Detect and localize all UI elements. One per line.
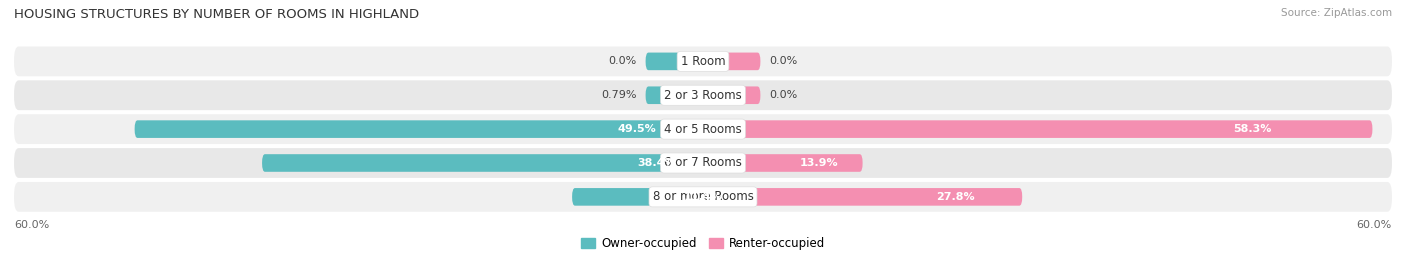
FancyBboxPatch shape — [14, 182, 1392, 212]
Text: 11.4%: 11.4% — [683, 192, 723, 202]
Text: 8 or more Rooms: 8 or more Rooms — [652, 190, 754, 203]
FancyBboxPatch shape — [703, 120, 1372, 138]
Text: 38.4%: 38.4% — [637, 158, 675, 168]
Text: 1 Room: 1 Room — [681, 55, 725, 68]
FancyBboxPatch shape — [645, 86, 703, 104]
Text: HOUSING STRUCTURES BY NUMBER OF ROOMS IN HIGHLAND: HOUSING STRUCTURES BY NUMBER OF ROOMS IN… — [14, 8, 419, 21]
Text: 2 or 3 Rooms: 2 or 3 Rooms — [664, 89, 742, 102]
FancyBboxPatch shape — [14, 47, 1392, 76]
FancyBboxPatch shape — [14, 80, 1392, 110]
FancyBboxPatch shape — [135, 120, 703, 138]
FancyBboxPatch shape — [572, 188, 703, 206]
FancyBboxPatch shape — [703, 188, 1022, 206]
Text: 0.0%: 0.0% — [769, 56, 797, 66]
Text: 6 or 7 Rooms: 6 or 7 Rooms — [664, 157, 742, 169]
Text: 0.0%: 0.0% — [609, 56, 637, 66]
Text: 13.9%: 13.9% — [800, 158, 838, 168]
FancyBboxPatch shape — [262, 154, 703, 172]
Text: 60.0%: 60.0% — [14, 220, 49, 230]
Text: 60.0%: 60.0% — [1357, 220, 1392, 230]
Text: 49.5%: 49.5% — [617, 124, 657, 134]
FancyBboxPatch shape — [703, 86, 761, 104]
FancyBboxPatch shape — [14, 148, 1392, 178]
Text: 0.79%: 0.79% — [600, 90, 637, 100]
Text: 4 or 5 Rooms: 4 or 5 Rooms — [664, 123, 742, 136]
Text: 0.0%: 0.0% — [769, 90, 797, 100]
FancyBboxPatch shape — [703, 154, 863, 172]
Text: 58.3%: 58.3% — [1233, 124, 1272, 134]
FancyBboxPatch shape — [14, 114, 1392, 144]
Text: Source: ZipAtlas.com: Source: ZipAtlas.com — [1281, 8, 1392, 18]
Legend: Owner-occupied, Renter-occupied: Owner-occupied, Renter-occupied — [576, 232, 830, 255]
FancyBboxPatch shape — [703, 52, 761, 70]
Text: 27.8%: 27.8% — [936, 192, 974, 202]
FancyBboxPatch shape — [645, 52, 703, 70]
